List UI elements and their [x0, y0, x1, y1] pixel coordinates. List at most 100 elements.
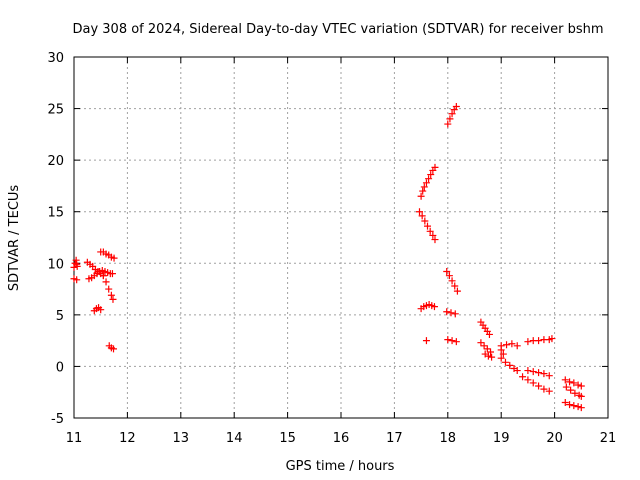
- data-point: [488, 353, 496, 361]
- data-point: [545, 387, 553, 395]
- x-tick-label: 18: [440, 431, 457, 446]
- data-point: [540, 385, 548, 393]
- axis-ticks: [73, 56, 609, 419]
- data-point: [110, 345, 118, 353]
- data-point: [452, 103, 460, 111]
- data-point: [529, 379, 537, 387]
- data-point: [99, 272, 107, 280]
- data-point: [429, 231, 437, 239]
- chart-title: Day 308 of 2024, Sidereal Day-to-day VTE…: [72, 22, 603, 37]
- data-point: [427, 171, 435, 179]
- data-point: [417, 192, 425, 200]
- data-point: [448, 337, 456, 345]
- data-point: [513, 367, 521, 375]
- data-point: [574, 403, 582, 411]
- data-point: [545, 372, 553, 380]
- data-point: [448, 277, 456, 285]
- data-point: [535, 382, 543, 390]
- data-point: [107, 291, 115, 299]
- x-tick-label: 12: [119, 431, 136, 446]
- data-point: [110, 254, 118, 262]
- x-tick-label: 20: [546, 431, 563, 446]
- data-point: [444, 336, 452, 344]
- data-point: [430, 303, 438, 311]
- data-point: [506, 361, 514, 369]
- data-point: [452, 338, 460, 346]
- data-point: [419, 187, 427, 195]
- data-point: [480, 342, 488, 350]
- data-point: [431, 236, 439, 244]
- data-point: [508, 340, 516, 348]
- data-point: [73, 262, 81, 270]
- data-point: [451, 310, 459, 318]
- x-tick-label: 15: [279, 431, 296, 446]
- data-point: [422, 179, 430, 187]
- data-point: [577, 382, 585, 390]
- data-point: [524, 338, 532, 346]
- x-tick-label: 13: [173, 431, 190, 446]
- data-point: [487, 348, 495, 356]
- y-tick-label: 30: [47, 51, 64, 66]
- data-point: [446, 115, 454, 123]
- data-point: [524, 367, 532, 375]
- data-point: [561, 399, 569, 407]
- data-point: [577, 404, 585, 412]
- y-tick-label: 20: [47, 154, 64, 169]
- x-tick-label: 21: [600, 431, 617, 446]
- data-point: [548, 335, 556, 343]
- data-point: [425, 175, 433, 183]
- x-tick-labels: 11 12 13 14 15 16 17 18 19 20 21: [66, 431, 617, 446]
- data-point: [519, 373, 527, 381]
- data-point: [501, 358, 509, 366]
- grid-lines: [74, 57, 608, 418]
- data-point: [570, 379, 578, 387]
- x-axis-label: GPS time / hours: [286, 459, 395, 474]
- data-point: [577, 392, 585, 400]
- data-point: [73, 276, 81, 284]
- data-point: [484, 352, 492, 360]
- data-point: [424, 222, 432, 230]
- y-axis-label: SDTVAR / TECUs: [7, 185, 22, 292]
- data-point: [483, 345, 491, 353]
- data-point: [102, 278, 110, 286]
- x-tick-label: 19: [493, 431, 510, 446]
- x-tick-label: 11: [66, 431, 83, 446]
- data-point: [453, 287, 461, 295]
- y-tick-labels: -5 0 5 10 15 20 25 30: [47, 51, 64, 427]
- data-point: [97, 306, 105, 314]
- x-tick-label: 17: [386, 431, 403, 446]
- data-point: [567, 386, 575, 394]
- data-point: [503, 341, 511, 349]
- data-point: [431, 163, 439, 171]
- y-tick-label: -5: [51, 412, 64, 427]
- data-point: [513, 342, 521, 350]
- data-point: [108, 270, 116, 278]
- data-point: [566, 401, 574, 409]
- data-point: [443, 308, 451, 316]
- data-point: [571, 389, 579, 397]
- data-point: [109, 295, 117, 303]
- data-point: [529, 368, 537, 376]
- data-point: [426, 227, 434, 235]
- data-point: [566, 378, 574, 386]
- data-point: [451, 282, 459, 290]
- y-tick-label: 25: [47, 103, 64, 118]
- data-point: [443, 268, 451, 276]
- data-point: [421, 217, 429, 225]
- x-tick-label: 16: [333, 431, 350, 446]
- data-point: [418, 212, 426, 220]
- data-point: [477, 339, 485, 347]
- data-point: [497, 354, 505, 362]
- data-point: [422, 337, 430, 345]
- data-point: [445, 272, 453, 280]
- data-point: [448, 110, 456, 118]
- data-point: [535, 369, 543, 377]
- data-point: [570, 402, 578, 410]
- y-tick-label: 5: [56, 309, 64, 324]
- data-point: [420, 183, 428, 191]
- data-point: [497, 346, 505, 354]
- y-tick-label: 10: [47, 257, 64, 272]
- x-tick-label: 14: [226, 431, 243, 446]
- data-point: [561, 376, 569, 384]
